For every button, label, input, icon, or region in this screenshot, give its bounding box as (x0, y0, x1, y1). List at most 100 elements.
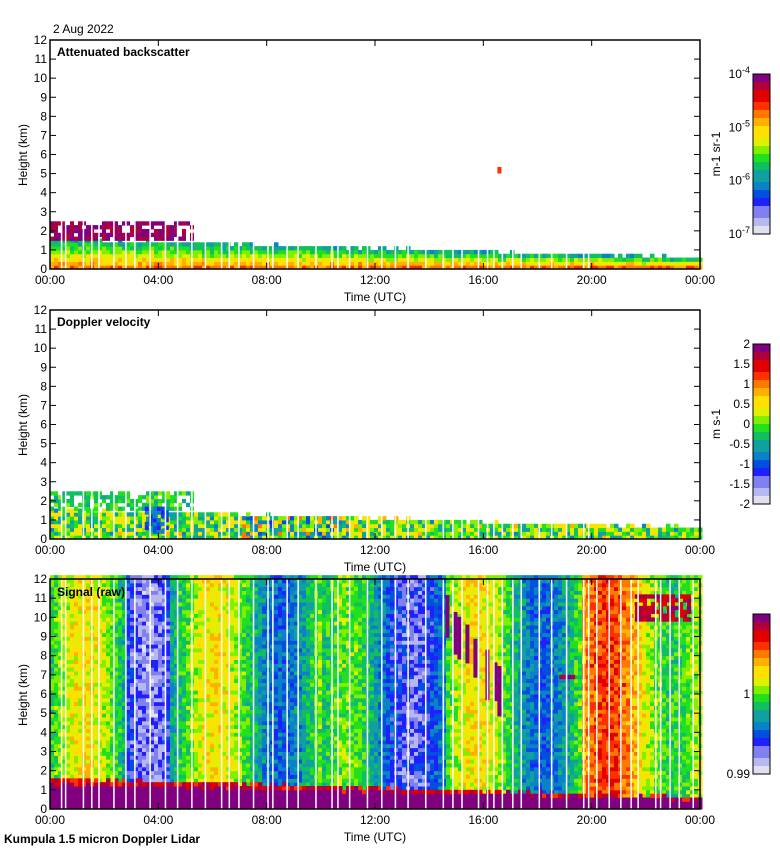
heatmap-cell (118, 253, 123, 259)
heatmap-cell (66, 491, 70, 496)
heatmap-cell (158, 671, 163, 676)
heatmap-cell (426, 253, 431, 259)
heatmap-cell (146, 249, 151, 255)
heatmap-cell (566, 253, 571, 259)
heatmap-cell (118, 667, 123, 672)
heatmap-cell (118, 747, 123, 752)
colorbar-swatch (753, 444, 770, 449)
heatmap-cell (142, 582, 147, 588)
heatmap-cell (246, 527, 251, 532)
heatmap-cell (602, 261, 607, 266)
heatmap-cell (194, 671, 199, 676)
heatmap-cell (170, 751, 175, 756)
heatmap-cell (134, 531, 139, 536)
heatmap-cell (262, 257, 267, 262)
heatmap-cell (182, 531, 187, 536)
heatmap-cell (58, 535, 63, 540)
heatmap-cell (58, 516, 63, 521)
panel-title: Doppler velocity (57, 315, 151, 329)
heatmap-cell (118, 506, 122, 511)
heatmap-cell (58, 265, 63, 270)
heatmap-cell (194, 659, 199, 664)
heatmap-cell (182, 613, 187, 618)
heatmap-cell (166, 674, 171, 680)
heatmap-cell (94, 636, 99, 641)
heatmap-cell (150, 221, 154, 226)
heatmap-cell (590, 265, 595, 270)
heatmap-cell (94, 759, 99, 764)
heatmap-cell (230, 261, 235, 266)
heatmap-cell (214, 242, 219, 247)
heatmap-cell (598, 523, 603, 529)
heatmap-cell (130, 535, 135, 540)
heatmap-cell (278, 527, 283, 532)
heatmap-cell (658, 531, 663, 536)
heatmap-cell (506, 257, 511, 262)
heatmap-cell (158, 701, 163, 706)
heatmap-cell (70, 253, 75, 259)
heatmap-cell (290, 519, 295, 525)
heatmap-cell (302, 516, 307, 521)
heatmap-cell (194, 253, 199, 259)
heatmap-cell (86, 697, 91, 703)
heatmap-cell (138, 701, 143, 706)
heatmap-cell (126, 755, 131, 760)
heatmap-cell (234, 257, 239, 262)
heatmap-cell (178, 682, 183, 687)
heatmap-cell (158, 609, 163, 614)
heatmap-cell (198, 724, 203, 729)
heatmap-cell (114, 232, 118, 238)
heatmap-cell (646, 261, 651, 266)
heatmap-cell (166, 257, 171, 262)
heatmap-cell (106, 535, 111, 540)
heatmap-cell (86, 249, 91, 255)
heatmap-cell (298, 249, 303, 255)
heatmap-cell (170, 701, 175, 706)
heatmap-cell (94, 225, 98, 230)
heatmap-cell (158, 655, 163, 660)
heatmap-cell (166, 225, 170, 230)
heatmap-cell (482, 531, 487, 536)
y-tick-label: 4 (40, 186, 47, 200)
heatmap-cell (160, 510, 165, 515)
heatmap-cell (130, 621, 135, 626)
heatmap-cell (318, 246, 323, 251)
heatmap-cell (154, 253, 159, 259)
heatmap-cell (126, 236, 130, 241)
heatmap-cell (166, 747, 171, 752)
heatmap-cell (178, 648, 183, 653)
heatmap-cell (282, 535, 287, 540)
heatmap-cell (130, 709, 135, 714)
heatmap-cell (102, 228, 106, 234)
heatmap-cell (142, 678, 147, 683)
heatmap-cell (178, 686, 183, 691)
heatmap-cell (106, 736, 111, 741)
heatmap-cell (170, 523, 175, 529)
heatmap-cell (326, 516, 331, 521)
heatmap-cell (370, 265, 375, 270)
colorbar-tick-label: -1 (739, 457, 750, 471)
heatmap-cell (290, 246, 295, 251)
heatmap-cell (362, 531, 367, 536)
heatmap-cell (298, 246, 303, 251)
heatmap-cell (178, 724, 183, 729)
heatmap-cell (210, 535, 215, 540)
heatmap-cell (150, 246, 155, 251)
heatmap-cell (154, 246, 159, 251)
heatmap-cell (446, 253, 451, 259)
heatmap-cell (154, 694, 159, 699)
heatmap-cell (410, 261, 415, 266)
heatmap-cell (598, 261, 603, 266)
heatmap-cell (390, 531, 395, 536)
heatmap-cell (122, 253, 127, 259)
heatmap-cell (206, 523, 211, 529)
heatmap-cell (94, 602, 99, 607)
heatmap-cell (242, 257, 247, 262)
heatmap-cell (102, 701, 107, 706)
heatmap-cell (542, 527, 547, 532)
heatmap-cell (134, 516, 139, 521)
heatmap-cell (130, 713, 135, 718)
heatmap-cell (178, 747, 183, 752)
heatmap-cell (74, 648, 79, 653)
heatmap-cell (578, 253, 583, 259)
